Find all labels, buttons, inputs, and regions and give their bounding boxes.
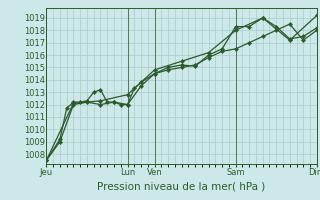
X-axis label: Pression niveau de la mer( hPa ): Pression niveau de la mer( hPa ) xyxy=(98,181,266,191)
